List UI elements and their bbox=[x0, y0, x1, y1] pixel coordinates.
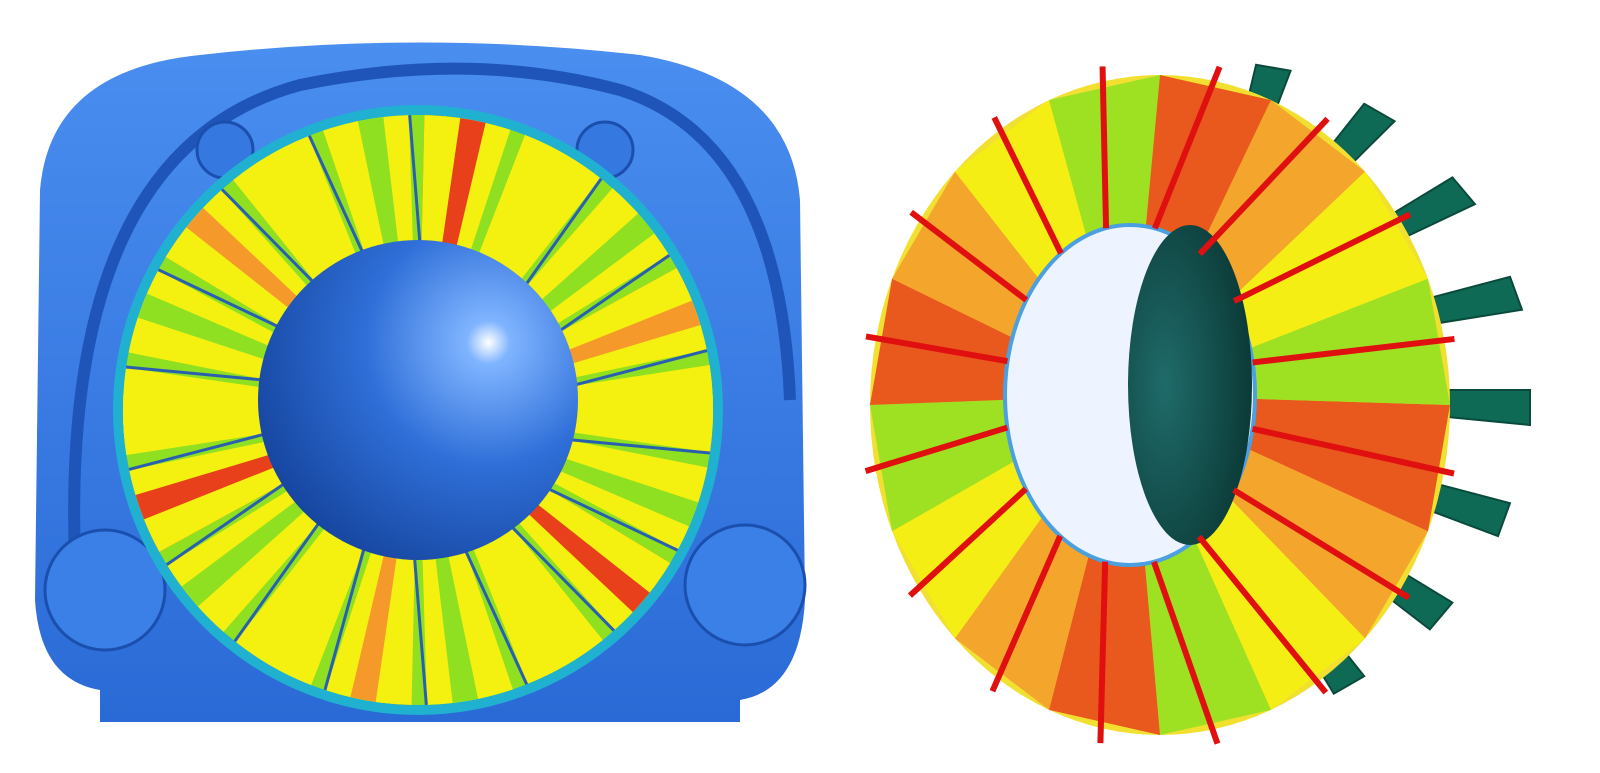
contour-band bbox=[144, 465, 287, 552]
stator-blade bbox=[408, 114, 423, 261]
contour-band bbox=[123, 414, 270, 455]
stator-blade bbox=[126, 365, 272, 383]
contour-band bbox=[560, 439, 708, 503]
stator-blade bbox=[233, 521, 321, 643]
contour-band bbox=[323, 121, 388, 268]
contour-band bbox=[549, 268, 692, 355]
stator-blade bbox=[1251, 425, 1455, 477]
stator-blade bbox=[515, 177, 603, 299]
contour-band bbox=[448, 552, 513, 699]
stator-blade bbox=[1232, 487, 1411, 601]
stator-blade bbox=[864, 424, 1009, 474]
stator-blade bbox=[1197, 116, 1330, 257]
stator-blade bbox=[909, 209, 1029, 303]
contour-band bbox=[375, 558, 415, 705]
contour-band bbox=[496, 526, 603, 661]
stator-blade bbox=[565, 349, 708, 389]
stator-blade bbox=[907, 486, 1028, 598]
stator-blade bbox=[865, 333, 1009, 365]
stator-blade bbox=[1196, 534, 1329, 695]
contour-band bbox=[197, 509, 320, 632]
contour-band bbox=[516, 188, 639, 311]
boss-bottom-left bbox=[43, 528, 167, 652]
stator-blade bbox=[1151, 560, 1221, 745]
stator-blade bbox=[510, 525, 616, 632]
stator-blade bbox=[323, 549, 366, 691]
stator-blade bbox=[157, 268, 291, 334]
stator-blade bbox=[991, 116, 1064, 255]
stator-blade bbox=[564, 437, 710, 455]
stator-blade bbox=[464, 551, 529, 685]
boss-bottom-right bbox=[683, 523, 807, 647]
stator-blade bbox=[1252, 335, 1455, 366]
stator-blade bbox=[165, 480, 288, 566]
stator-blade bbox=[413, 559, 428, 706]
hub-disc bbox=[1128, 225, 1252, 545]
front-blades bbox=[864, 65, 1455, 745]
contour-band bbox=[233, 159, 340, 294]
contour-band bbox=[421, 115, 461, 262]
stator-blade bbox=[1152, 65, 1223, 230]
stator-blade bbox=[548, 254, 671, 340]
stator-blade bbox=[1097, 561, 1109, 744]
contour-band bbox=[566, 365, 713, 406]
stator-blade bbox=[128, 431, 271, 471]
contour-band bbox=[278, 542, 364, 685]
stator-blade bbox=[1099, 66, 1110, 229]
stator-blade bbox=[307, 135, 372, 269]
stator-blade bbox=[989, 534, 1063, 693]
stator-blade bbox=[1232, 211, 1412, 304]
contour-sectors bbox=[122, 114, 714, 706]
stator-blade bbox=[220, 188, 326, 295]
right-rotor-view bbox=[864, 63, 1531, 745]
contour-band bbox=[128, 317, 276, 381]
contour-band bbox=[535, 487, 671, 593]
contour-band bbox=[165, 227, 301, 333]
contour-band bbox=[472, 135, 558, 278]
left-housing-view bbox=[35, 42, 807, 722]
housing-rim bbox=[68, 62, 796, 561]
hub-sphere bbox=[258, 240, 578, 560]
stator-blade bbox=[545, 486, 679, 552]
